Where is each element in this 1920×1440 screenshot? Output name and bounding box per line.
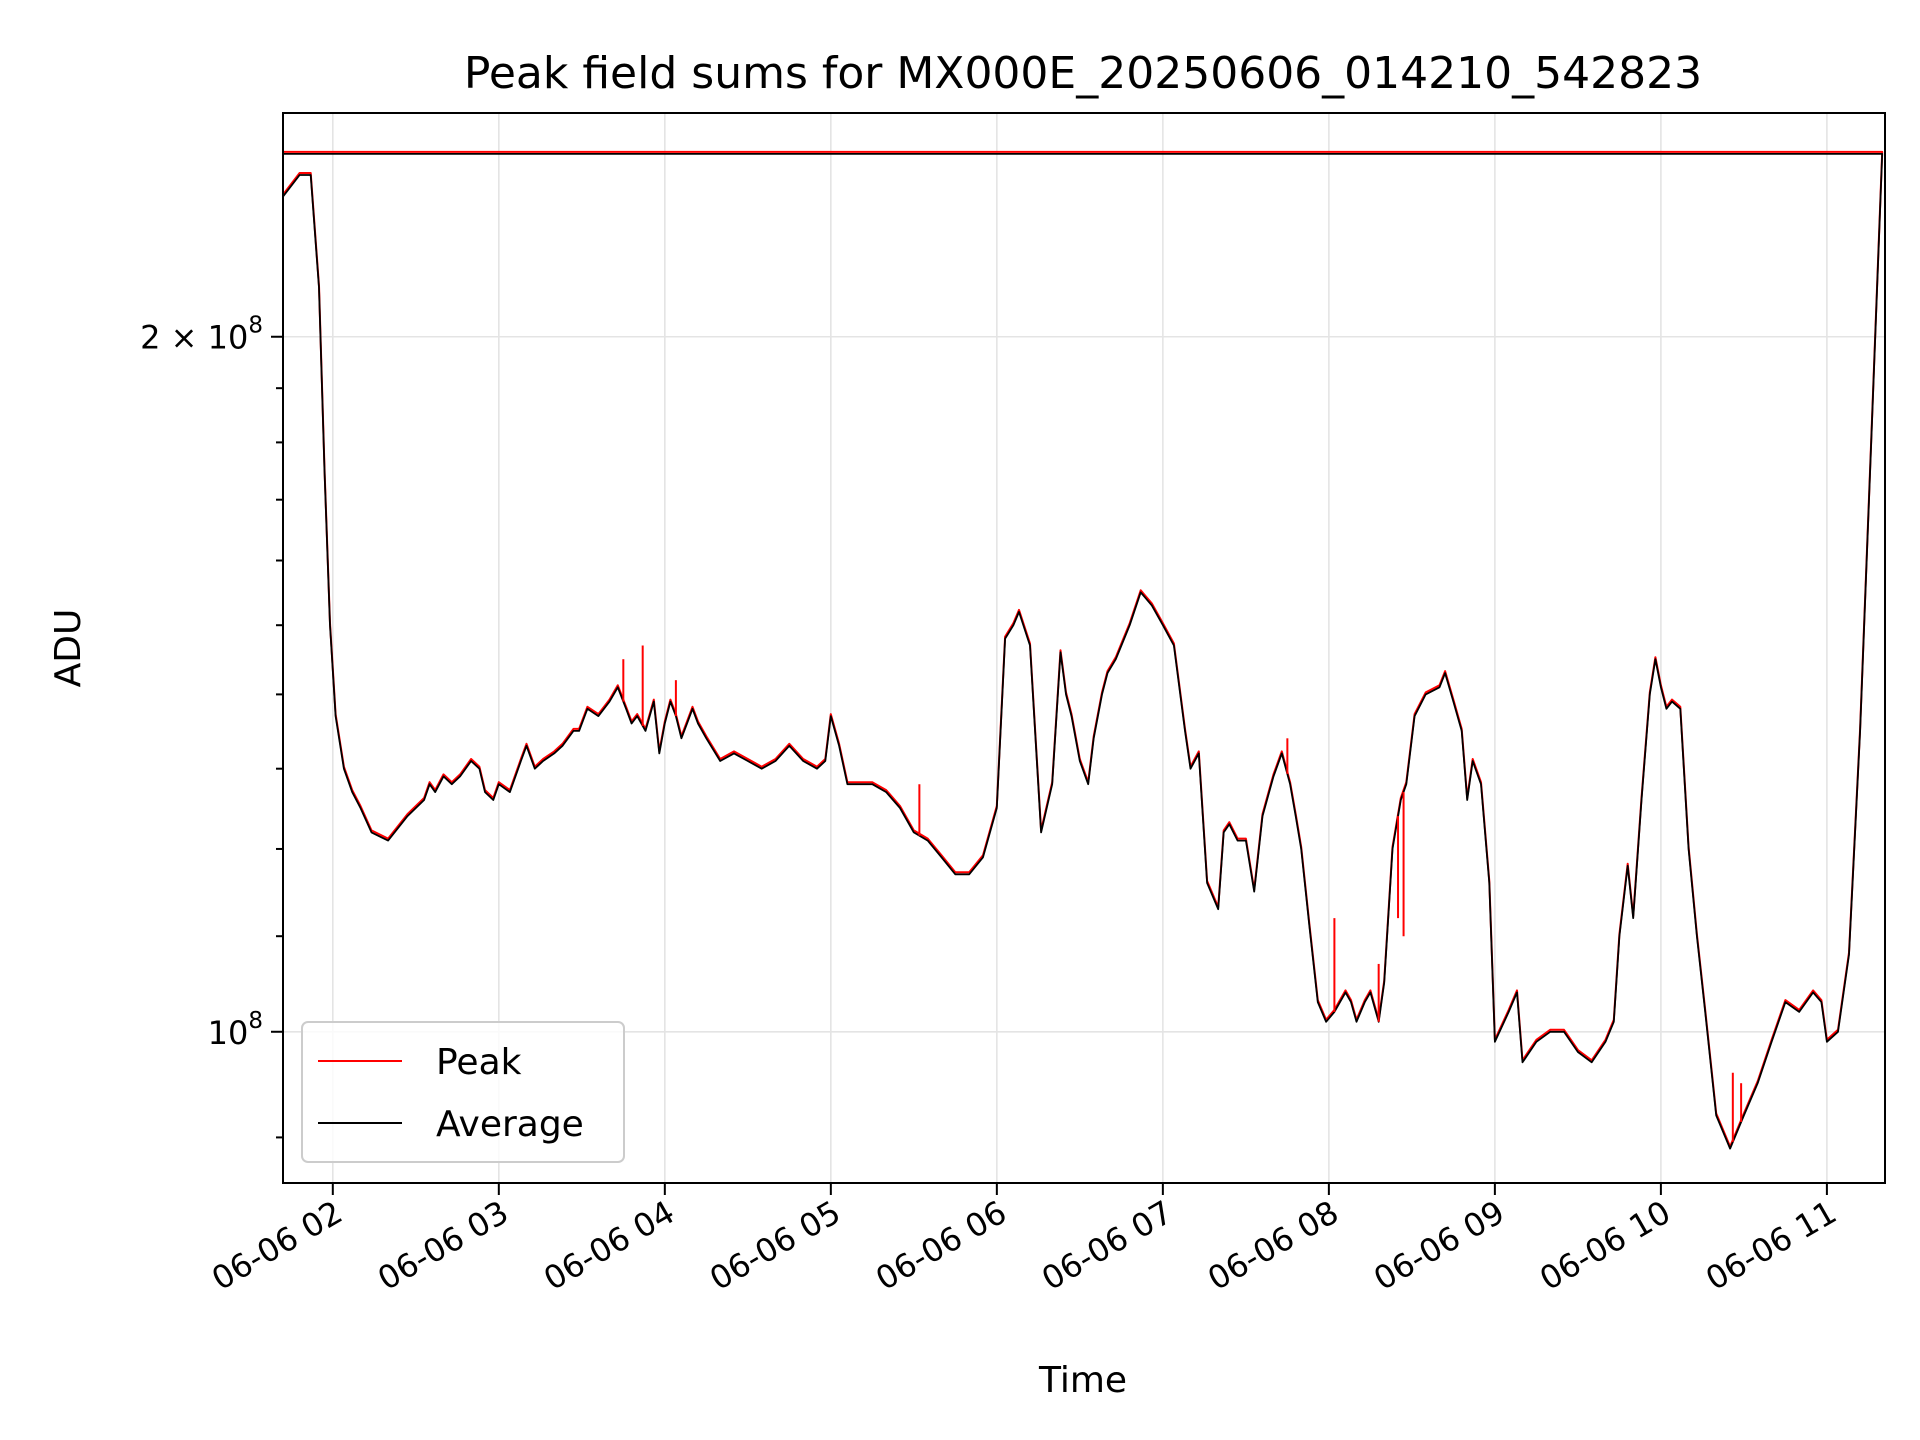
x-tick-label: 06-06 04	[537, 1193, 681, 1298]
plot-frame	[282, 112, 1886, 1184]
y-tick-label: 108	[208, 1008, 263, 1052]
legend-peak-label: Peak	[436, 1042, 522, 1083]
y-tick-base: 2 × 10	[140, 319, 248, 357]
legend: Peak Average	[301, 1021, 625, 1163]
y-tick-label: 2 × 108	[140, 313, 263, 357]
legend-box	[301, 1021, 625, 1163]
x-tick-label: 06-06 09	[1367, 1193, 1511, 1298]
x-tick-label: 06-06 06	[869, 1193, 1013, 1298]
x-tick-label: 06-06 03	[371, 1193, 515, 1298]
y-tick-exponent: 8	[248, 1008, 263, 1034]
x-tick-label: 06-06 10	[1533, 1193, 1677, 1298]
legend-average-label: Average	[436, 1104, 584, 1145]
x-axis-label: Time	[1038, 1360, 1127, 1401]
chart-title: Peak field sums for MX000E_20250606_0142…	[464, 48, 1702, 99]
y-tick-exponent: 8	[248, 313, 263, 339]
x-tick-label: 06-06 07	[1035, 1193, 1179, 1298]
series-group	[0, 72, 1888, 1149]
y-axis-label: ADU	[48, 609, 89, 688]
x-tick-label: 06-06 02	[205, 1193, 349, 1298]
x-tick-label: 06-06 05	[703, 1193, 847, 1298]
x-tick-label: 06-06 08	[1201, 1193, 1345, 1298]
y-tick-base: 10	[208, 1014, 249, 1052]
x-axis: 06-06 02 06-06 03 06-06 04 06-06 05 06-06 06…	[205, 1183, 1843, 1298]
x-tick-label: 06-06 11	[1699, 1193, 1843, 1298]
